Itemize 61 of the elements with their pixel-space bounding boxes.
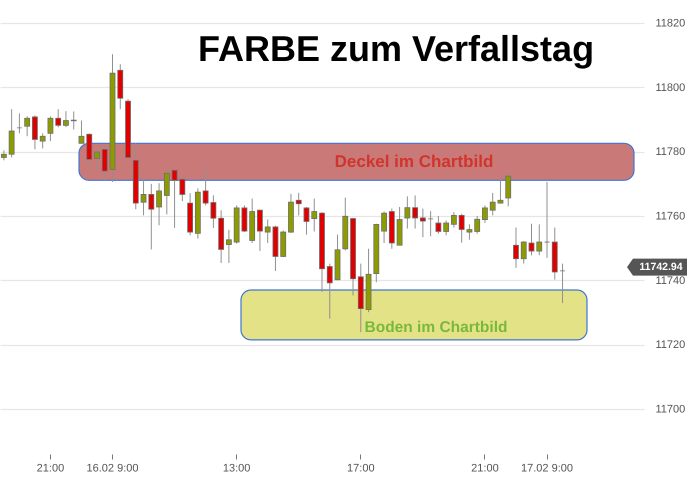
y-tick-label: 11800 xyxy=(656,82,686,94)
candlestick xyxy=(179,176,186,202)
candlestick xyxy=(428,210,434,237)
candlestick xyxy=(156,182,162,226)
candlestick xyxy=(148,183,154,250)
candlestick xyxy=(505,174,512,207)
x-tick-label: 13:00 xyxy=(222,462,250,474)
candlestick xyxy=(63,110,69,128)
y-tick-label: 11760 xyxy=(656,210,686,222)
y-tick-label: 11700 xyxy=(656,404,686,416)
candlestick xyxy=(172,168,178,228)
candlestick xyxy=(55,108,62,128)
candlestick xyxy=(544,181,550,258)
candlestick xyxy=(48,116,54,142)
x-tick-label: 16.02 9:00 xyxy=(86,462,139,474)
candlestick xyxy=(242,204,248,233)
candlestick xyxy=(296,192,302,216)
candlestick xyxy=(24,116,30,137)
candlestick xyxy=(458,213,465,244)
y-tick-label: 11720 xyxy=(656,339,686,352)
annotation: 11742.94 xyxy=(639,261,683,274)
x-tick-label: 21:00 xyxy=(471,462,499,474)
candlestick xyxy=(257,209,263,252)
candlestick xyxy=(513,227,519,268)
candlestick xyxy=(560,263,566,304)
y-tick-label: 11820 xyxy=(656,18,686,30)
candlestick xyxy=(412,194,418,230)
candlestick xyxy=(70,110,77,130)
x-tick-label: 17:00 xyxy=(347,462,375,474)
candlestick xyxy=(536,224,542,256)
candlestick xyxy=(32,114,38,150)
candlestick xyxy=(404,196,410,230)
candlestick xyxy=(304,206,310,236)
candlestick xyxy=(40,132,46,149)
x-tick-label: 17.02 9:00 xyxy=(521,462,574,474)
candlestick xyxy=(490,192,496,216)
candlestick xyxy=(482,204,488,224)
candlestick xyxy=(420,208,426,238)
candlestick xyxy=(140,176,146,216)
candlestick xyxy=(94,148,100,170)
candlestick xyxy=(78,120,84,144)
candlestick xyxy=(16,112,22,134)
x-tick-label: 21:00 xyxy=(36,462,64,474)
candlestick xyxy=(381,210,387,244)
candlestick xyxy=(498,178,504,204)
candlestick xyxy=(466,224,472,240)
chart-title: FARBE zum Verfallstag xyxy=(198,28,594,69)
candlestick xyxy=(451,212,457,228)
y-tick-label: 11740 xyxy=(656,274,686,287)
candlestick xyxy=(326,263,333,320)
candlestick xyxy=(528,223,534,256)
candlestick xyxy=(311,198,318,232)
candlestick xyxy=(226,229,232,264)
y-tick-label: 11780 xyxy=(656,146,686,158)
candlestick xyxy=(264,219,271,244)
band-label: Boden im Chartbild xyxy=(364,318,508,336)
candlestick xyxy=(102,144,108,181)
candlestick xyxy=(164,170,170,215)
band-label: Deckel im Chartbild xyxy=(334,152,494,171)
candlestick xyxy=(520,240,527,264)
candlestick xyxy=(474,216,480,234)
